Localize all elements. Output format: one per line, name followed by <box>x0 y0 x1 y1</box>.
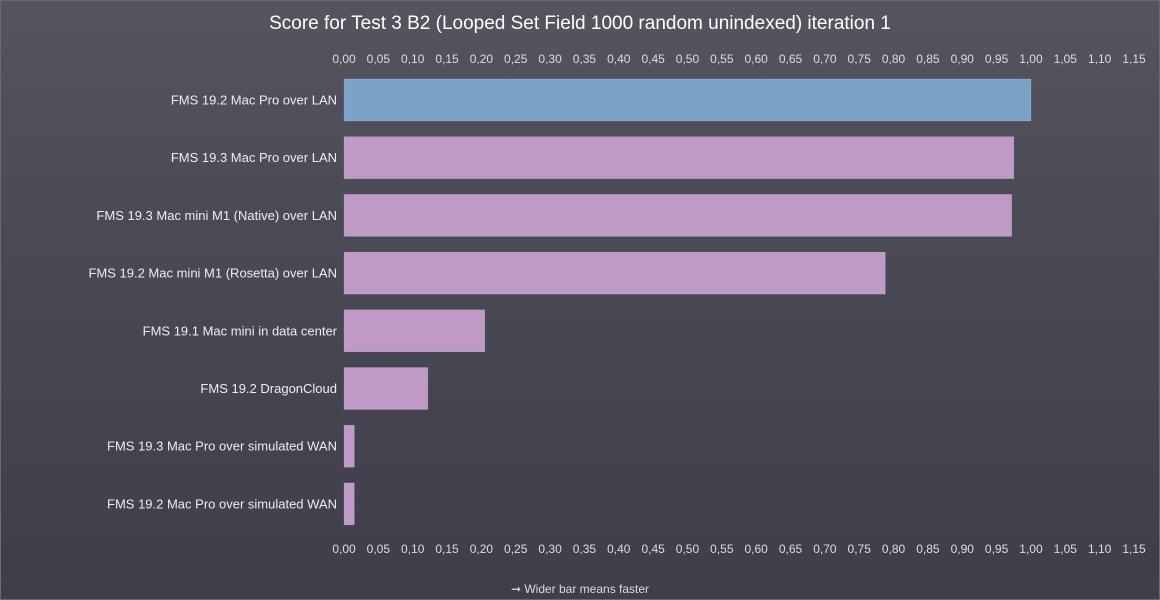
x-tick-label-top: 0,55 <box>710 52 734 66</box>
x-tick-label-top: 0,05 <box>367 52 391 66</box>
x-tick-label-bottom: 0,20 <box>470 542 494 556</box>
x-tick-label-bottom: 0,05 <box>367 542 391 556</box>
x-tick-label-top: 0,45 <box>641 52 665 66</box>
category-label: FMS 19.2 Mac Pro over simulated WAN <box>107 496 337 511</box>
category-labels: FMS 19.2 Mac Pro over LAN FMS 19.3 Mac Pr… <box>88 93 337 512</box>
x-tick-label-top: 0,15 <box>435 52 459 66</box>
bar <box>343 136 1015 179</box>
x-tick-label-bottom: 0,50 <box>676 542 700 556</box>
x-tick-label-top: 0,60 <box>744 52 768 66</box>
bottom-axis-ticks: 0,00 0,05 0,10 0,15 0,20 0,25 0,30 0,35 0,40 0,45… <box>332 542 1146 556</box>
bar <box>343 78 1032 122</box>
chart-footnote: ➞ Wider bar means faster <box>511 582 649 596</box>
x-tick-label-bottom: 1,15 <box>1122 542 1146 556</box>
x-tick-label-top: 0,40 <box>607 52 631 66</box>
bar <box>343 251 886 295</box>
x-tick-label-top: 0,50 <box>676 52 700 66</box>
category-label: FMS 19.2 Mac mini M1 (Rosetta) over LAN <box>88 266 337 281</box>
x-tick-label-top: 0,00 <box>332 52 356 66</box>
x-tick-label-top: 1,15 <box>1122 52 1146 66</box>
x-tick-label-top: 0,10 <box>401 52 425 66</box>
x-tick-label-bottom: 0,45 <box>641 542 665 556</box>
x-tick-label-bottom: 0,60 <box>744 542 768 556</box>
x-tick-label-top: 0,90 <box>951 52 975 66</box>
x-tick-label-top: 0,70 <box>813 52 837 66</box>
x-tick-label-top: 1,10 <box>1088 52 1112 66</box>
x-tick-label-top: 0,95 <box>985 52 1009 66</box>
x-tick-label-bottom: 0,40 <box>607 542 631 556</box>
category-label: FMS 19.3 Mac mini M1 (Native) over LAN <box>96 208 337 223</box>
bars <box>343 78 1032 526</box>
x-tick-label-top: 0,75 <box>848 52 872 66</box>
x-tick-label-top: 0,30 <box>538 52 562 66</box>
x-tick-label-bottom: 0,10 <box>401 542 425 556</box>
x-tick-label-bottom: 0,80 <box>882 542 906 556</box>
category-label: FMS 19.3 Mac Pro over LAN <box>171 150 337 165</box>
x-tick-label-bottom: 0,00 <box>332 542 356 556</box>
bar <box>343 194 1012 237</box>
x-tick-label-top: 0,35 <box>573 52 597 66</box>
x-tick-label-top: 0,25 <box>504 52 528 66</box>
x-tick-label-bottom: 1,10 <box>1088 542 1112 556</box>
x-tick-label-bottom: 1,05 <box>1054 542 1078 556</box>
bar <box>343 424 355 468</box>
x-tick-label-top: 0,20 <box>470 52 494 66</box>
x-tick-label-bottom: 0,25 <box>504 542 528 556</box>
category-label: FMS 19.1 Mac mini in data center <box>143 323 338 338</box>
x-tick-label-top: 1,05 <box>1054 52 1078 66</box>
x-tick-label-bottom: 0,75 <box>848 542 872 556</box>
x-tick-label-top: 0,85 <box>916 52 940 66</box>
top-axis-ticks: 0,00 0,05 0,10 0,15 0,20 0,25 0,30 0,35 0,40 0,45… <box>332 52 1146 66</box>
x-tick-label-top: 1,00 <box>1019 52 1043 66</box>
bar <box>343 309 486 353</box>
x-tick-label-bottom: 0,85 <box>916 542 940 556</box>
x-tick-label-bottom: 0,70 <box>813 542 837 556</box>
x-tick-label-bottom: 0,15 <box>435 542 459 556</box>
x-tick-label-top: 0,65 <box>779 52 803 66</box>
x-tick-label-bottom: 0,35 <box>573 542 597 556</box>
chart-title: Score for Test 3 B2 (Looped Set Field 10… <box>269 13 891 34</box>
x-tick-label-bottom: 0,65 <box>779 542 803 556</box>
category-label: FMS 19.3 Mac Pro over simulated WAN <box>107 439 337 454</box>
x-tick-label-bottom: 0,30 <box>538 542 562 556</box>
bar <box>343 482 355 526</box>
x-tick-label-bottom: 1,00 <box>1019 542 1043 556</box>
category-label: FMS 19.2 DragonCloud <box>200 381 337 396</box>
category-label: FMS 19.2 Mac Pro over LAN <box>171 93 337 108</box>
x-tick-label-top: 0,80 <box>882 52 906 66</box>
x-tick-label-bottom: 0,95 <box>985 542 1009 556</box>
x-tick-label-bottom: 0,90 <box>951 542 975 556</box>
x-tick-label-bottom: 0,55 <box>710 542 734 556</box>
bar <box>343 367 429 410</box>
